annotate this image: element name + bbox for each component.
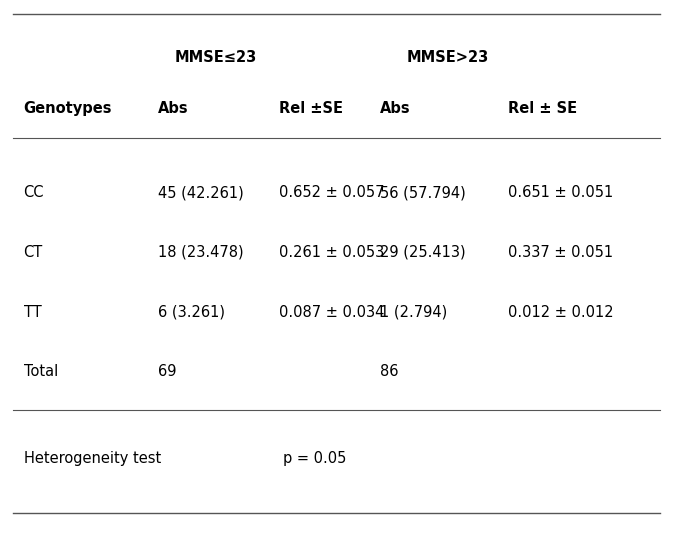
Text: MMSE>23: MMSE>23: [406, 49, 489, 65]
Text: CT: CT: [24, 245, 43, 260]
Text: Genotypes: Genotypes: [24, 101, 112, 116]
Text: Abs: Abs: [158, 101, 189, 116]
Text: Heterogeneity test: Heterogeneity test: [24, 451, 161, 466]
Text: 56 (57.794): 56 (57.794): [380, 185, 466, 200]
Text: 69: 69: [158, 364, 176, 380]
Text: Total: Total: [24, 364, 58, 380]
Text: 45 (42.261): 45 (42.261): [158, 185, 244, 200]
Text: 0.337 ± 0.051: 0.337 ± 0.051: [508, 245, 613, 260]
Text: 0.652 ± 0.057: 0.652 ± 0.057: [279, 185, 385, 200]
Text: 29 (25.413): 29 (25.413): [380, 245, 466, 260]
Text: 0.087 ± 0.034: 0.087 ± 0.034: [279, 305, 385, 320]
Text: 0.651 ± 0.051: 0.651 ± 0.051: [508, 185, 613, 200]
Text: 0.012 ± 0.012: 0.012 ± 0.012: [508, 305, 614, 320]
Text: p = 0.05: p = 0.05: [283, 451, 346, 466]
Text: 18 (23.478): 18 (23.478): [158, 245, 244, 260]
Text: 1 (2.794): 1 (2.794): [380, 305, 448, 320]
Text: MMSE≤23: MMSE≤23: [174, 49, 256, 65]
Text: 6 (3.261): 6 (3.261): [158, 305, 225, 320]
Text: Rel ±SE: Rel ±SE: [279, 101, 343, 116]
Text: 0.261 ± 0.053: 0.261 ± 0.053: [279, 245, 384, 260]
Text: TT: TT: [24, 305, 41, 320]
Text: Abs: Abs: [380, 101, 411, 116]
Text: 86: 86: [380, 364, 398, 380]
Text: CC: CC: [24, 185, 44, 200]
Text: Rel ± SE: Rel ± SE: [508, 101, 577, 116]
